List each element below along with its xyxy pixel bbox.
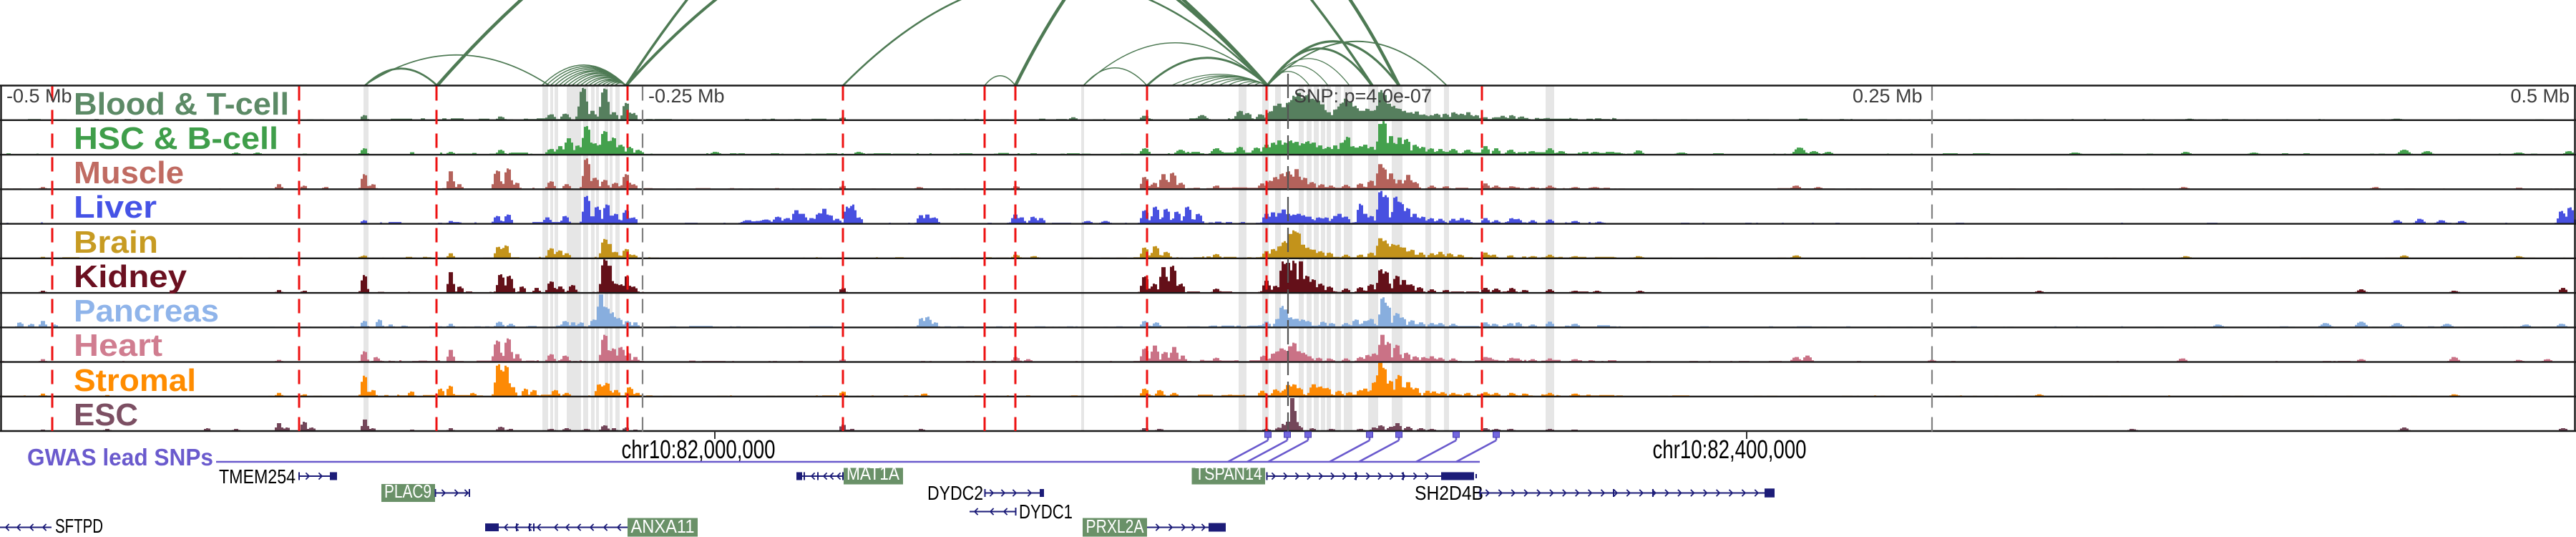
svg-text:PLAC9: PLAC9 [384, 480, 431, 502]
svg-text:MAT1A: MAT1A [847, 463, 900, 484]
svg-text:DYDC2: DYDC2 [927, 482, 983, 504]
svg-text:PRXL2A: PRXL2A [1086, 516, 1145, 537]
svg-text:0.5 Mb: 0.5 Mb [2510, 85, 2570, 107]
svg-text:HSC & B-cell: HSC & B-cell [74, 121, 278, 156]
svg-text:ANXA11: ANXA11 [631, 516, 695, 537]
svg-text:Blood & T-cell: Blood & T-cell [74, 87, 289, 122]
svg-text:Stromal: Stromal [74, 363, 196, 398]
svg-text:GWAS lead SNPs: GWAS lead SNPs [27, 444, 213, 470]
svg-text:chr10:82,400,000: chr10:82,400,000 [1653, 435, 1807, 464]
svg-text:TSPAN14: TSPAN14 [1195, 463, 1262, 484]
svg-text:Liver: Liver [74, 190, 157, 225]
svg-text:Heart: Heart [74, 328, 162, 363]
svg-text:SNP: p=4.0e-07: SNP: p=4.0e-07 [1294, 85, 1432, 107]
svg-text:Muscle: Muscle [74, 155, 184, 190]
svg-text:-0.25 Mb: -0.25 Mb [648, 85, 725, 107]
svg-text:DYDC1: DYDC1 [1019, 500, 1073, 523]
svg-text:ESC: ESC [74, 397, 138, 432]
svg-text:Brain: Brain [74, 225, 158, 260]
svg-text:0.25 Mb: 0.25 Mb [1853, 85, 1923, 107]
svg-text:TMEM254: TMEM254 [219, 465, 296, 488]
svg-text:Pancreas: Pancreas [74, 294, 219, 329]
svg-text:SFTPD: SFTPD [55, 515, 103, 537]
svg-text:Kidney: Kidney [74, 259, 187, 294]
svg-text:chr10:82,000,000: chr10:82,000,000 [622, 435, 776, 464]
svg-text:SH2D4B: SH2D4B [1415, 482, 1483, 504]
svg-text:-0.5 Mb: -0.5 Mb [6, 85, 72, 107]
